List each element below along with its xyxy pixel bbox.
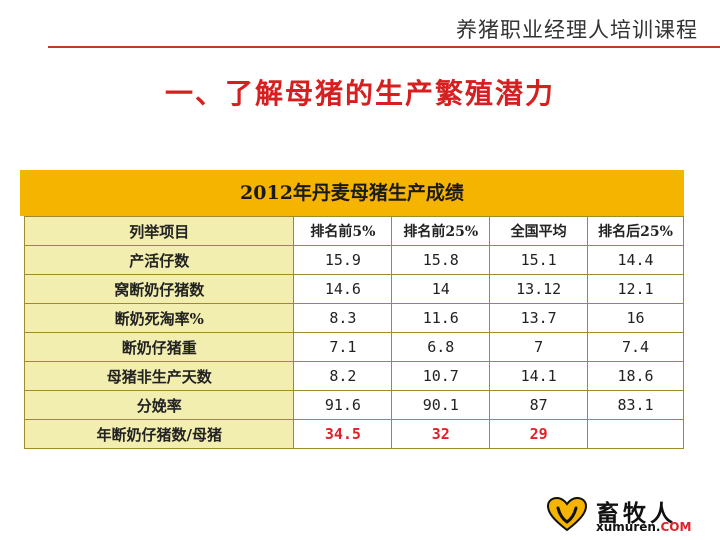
- logo-site-domain: xumuren.: [596, 520, 661, 534]
- table-row: 断奶死淘率% 8.3 11.6 13.7 16: [23, 303, 684, 333]
- table-cell: 7: [489, 332, 589, 362]
- table-cell: 14.6: [293, 274, 393, 304]
- table-cell: 14: [391, 274, 491, 304]
- table-cell: 13.7: [489, 303, 589, 333]
- column-header: 排名后25%: [587, 216, 684, 246]
- table-cell: 91.6: [293, 390, 393, 420]
- table-row: 母猪非生产天数 8.2 10.7 14.1 18.6: [23, 361, 684, 391]
- header-title: 养猪职业经理人培训课程: [456, 18, 698, 42]
- caption-band: [20, 170, 684, 216]
- row-label: 分娩率: [23, 390, 295, 420]
- row-label: 母猪非生产天数: [23, 361, 295, 391]
- table-cell: 83.1: [587, 390, 684, 420]
- column-header: 列举项目: [23, 216, 295, 246]
- table-cell: 29: [489, 419, 589, 449]
- production-table: 2012年丹麦母猪生产成绩 列举项目 排名前5% 排名前25% 全国平均 排名后…: [20, 170, 684, 460]
- header-row: 列举项目 排名前5% 排名前25% 全国平均 排名后25%: [23, 216, 684, 246]
- row-label: 窝断奶仔猪数: [23, 274, 295, 304]
- logo-site-suffix: COM: [660, 520, 692, 534]
- table-cell: 14.1: [489, 361, 589, 391]
- table-cell: 15.1: [489, 245, 589, 275]
- table-row: 窝断奶仔猪数 14.6 14 13.12 12.1: [23, 274, 684, 304]
- brand-logo: 畜牧人 xumuren.COM: [546, 494, 716, 534]
- data-grid: 列举项目 排名前5% 排名前25% 全国平均 排名后25% 产活仔数 15.9 …: [23, 216, 684, 449]
- table-cell: 32: [391, 419, 491, 449]
- header-divider: [48, 46, 720, 48]
- slide-title: 一、了解母猪的生产繁殖潜力: [164, 77, 555, 110]
- table-cell: 8.2: [293, 361, 393, 391]
- table-cell: 7.4: [587, 332, 684, 362]
- logo-site: xumuren.COM: [596, 520, 691, 534]
- table-caption: 2012年丹麦母猪生产成绩: [240, 182, 464, 204]
- table-cell: 8.3: [293, 303, 393, 333]
- table-cell: 34.5: [293, 419, 393, 449]
- table-cell: 11.6: [391, 303, 491, 333]
- table-row: 断奶仔猪重 7.1 6.8 7 7.4: [23, 332, 684, 362]
- table-cell: 6.8: [391, 332, 491, 362]
- table-row: 产活仔数 15.9 15.8 15.1 14.4: [23, 245, 684, 275]
- table-cell: 18.6: [587, 361, 684, 391]
- table-cell: 90.1: [391, 390, 491, 420]
- table-cell: 14.4: [587, 245, 684, 275]
- table-row: 年断奶仔猪数/母猪 34.5 32 29: [23, 419, 684, 449]
- heart-icon: [546, 496, 588, 532]
- table-cell: 13.12: [489, 274, 589, 304]
- column-header: 排名前25%: [391, 216, 491, 246]
- table-row: 分娩率 91.6 90.1 87 83.1: [23, 390, 684, 420]
- table-cell: 10.7: [391, 361, 491, 391]
- column-header: 全国平均: [489, 216, 589, 246]
- table-cell: 15.8: [391, 245, 491, 275]
- table-cell: 12.1: [587, 274, 684, 304]
- table-cell: 16: [587, 303, 684, 333]
- logo-name: 畜牧人: [596, 500, 677, 527]
- row-label: 产活仔数: [23, 245, 295, 275]
- table-cell: 15.9: [293, 245, 393, 275]
- table-cell: 87: [489, 390, 589, 420]
- column-header: 排名前5%: [293, 216, 393, 246]
- row-label: 年断奶仔猪数/母猪: [23, 419, 295, 449]
- table-cell: [587, 419, 684, 449]
- table-cell: 7.1: [293, 332, 393, 362]
- row-label: 断奶死淘率%: [23, 303, 295, 333]
- row-label: 断奶仔猪重: [23, 332, 295, 362]
